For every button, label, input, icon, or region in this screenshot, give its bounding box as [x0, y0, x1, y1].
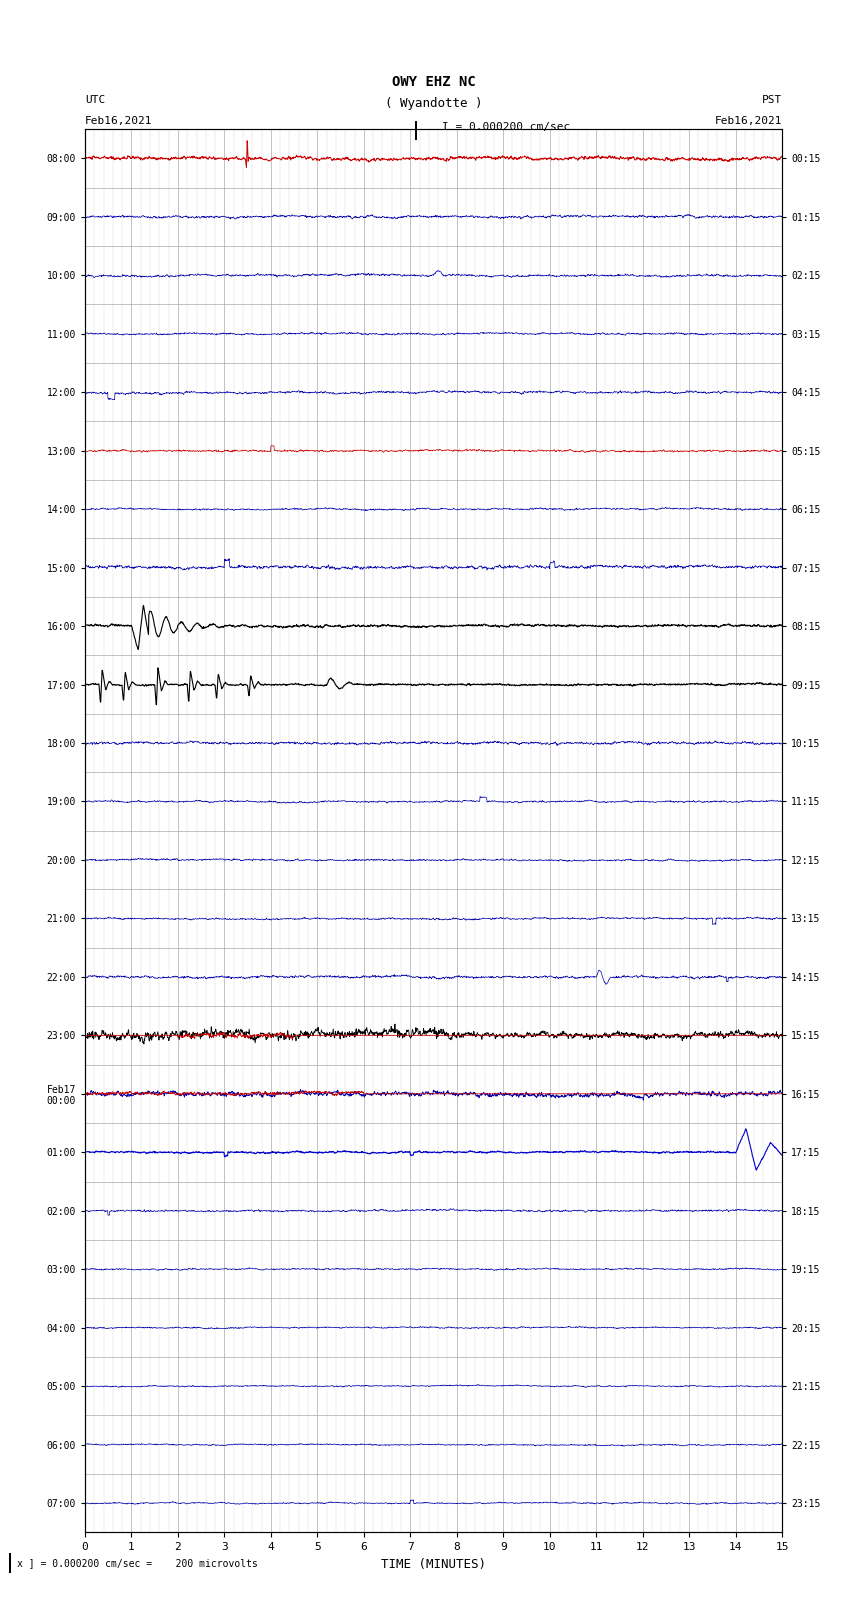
Text: PST: PST [762, 95, 782, 105]
Text: UTC: UTC [85, 95, 105, 105]
Text: x ] = 0.000200 cm/sec =    200 microvolts: x ] = 0.000200 cm/sec = 200 microvolts [17, 1558, 258, 1568]
Text: ( Wyandotte ): ( Wyandotte ) [385, 97, 482, 110]
X-axis label: TIME (MINUTES): TIME (MINUTES) [381, 1558, 486, 1571]
Text: Feb16,2021: Feb16,2021 [85, 116, 152, 126]
Text: I = 0.000200 cm/sec: I = 0.000200 cm/sec [442, 123, 570, 132]
Text: Feb16,2021: Feb16,2021 [715, 116, 782, 126]
Text: OWY EHZ NC: OWY EHZ NC [392, 74, 475, 89]
